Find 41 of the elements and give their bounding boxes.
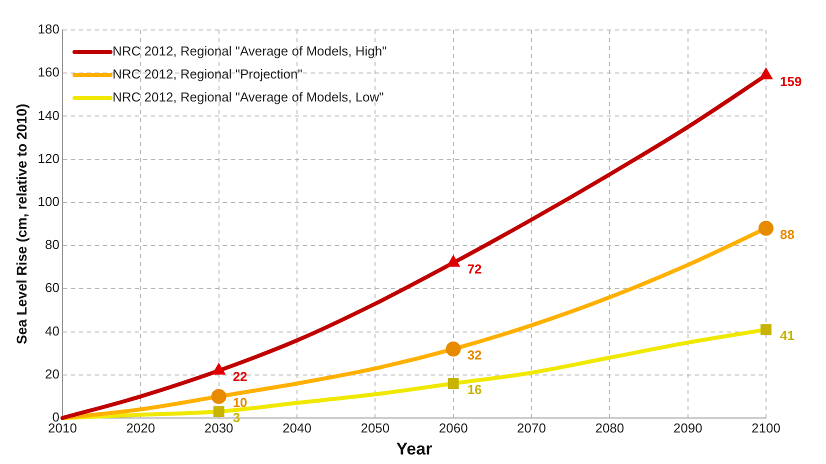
y-tick-label: 160 xyxy=(38,64,60,80)
point xyxy=(760,324,772,336)
data-label: 3 xyxy=(232,410,240,426)
legend-label: NRC 2012, Regional "Average of Models, High" xyxy=(112,44,388,59)
data-label: 72 xyxy=(467,261,482,276)
y-tick-label: 80 xyxy=(45,237,60,252)
data-label: 22 xyxy=(232,369,248,384)
point xyxy=(758,220,774,236)
data-label: 32 xyxy=(467,348,482,363)
legend-label: NRC 2012, Regional "Average of Models, Low" xyxy=(112,90,384,105)
x-tick-label: 2030 xyxy=(204,420,234,436)
x-tick-label: 2020 xyxy=(126,420,156,436)
y-tick-label: 20 xyxy=(45,366,60,382)
point xyxy=(211,388,226,404)
data-label: 88 xyxy=(780,226,794,242)
point xyxy=(448,378,459,389)
y-tick-label: 40 xyxy=(45,323,60,338)
y-tick-label: 180 xyxy=(38,22,60,37)
x-tick-label: 2070 xyxy=(517,420,546,436)
x-tick-label: 2100 xyxy=(752,420,780,436)
y-tick-label: 140 xyxy=(38,108,60,123)
data-label: 10 xyxy=(232,395,248,410)
x-tick-label: 2050 xyxy=(360,420,390,436)
data-label: 16 xyxy=(467,382,482,398)
y-tick-label: 100 xyxy=(38,194,60,210)
point xyxy=(446,342,461,357)
x-axis-title: Year xyxy=(396,439,433,458)
point xyxy=(213,406,224,417)
y-tick-label: 120 xyxy=(38,150,60,166)
y-tick-label: 60 xyxy=(45,280,60,296)
point xyxy=(446,255,460,267)
x-tick-label: 2080 xyxy=(595,420,624,436)
x-tick-label: 2040 xyxy=(282,420,312,436)
data-label: 41 xyxy=(780,328,794,344)
point xyxy=(212,363,226,375)
x-tick-label: 2090 xyxy=(673,420,702,436)
point xyxy=(759,68,773,80)
y-axis-title: Sea Level Rise (cm, relative to 2010) xyxy=(13,104,30,344)
legend-label: NRC 2012, Regional "Projection" xyxy=(112,66,303,82)
data-label: 159 xyxy=(780,74,802,89)
x-tick-label: 2060 xyxy=(438,420,468,436)
